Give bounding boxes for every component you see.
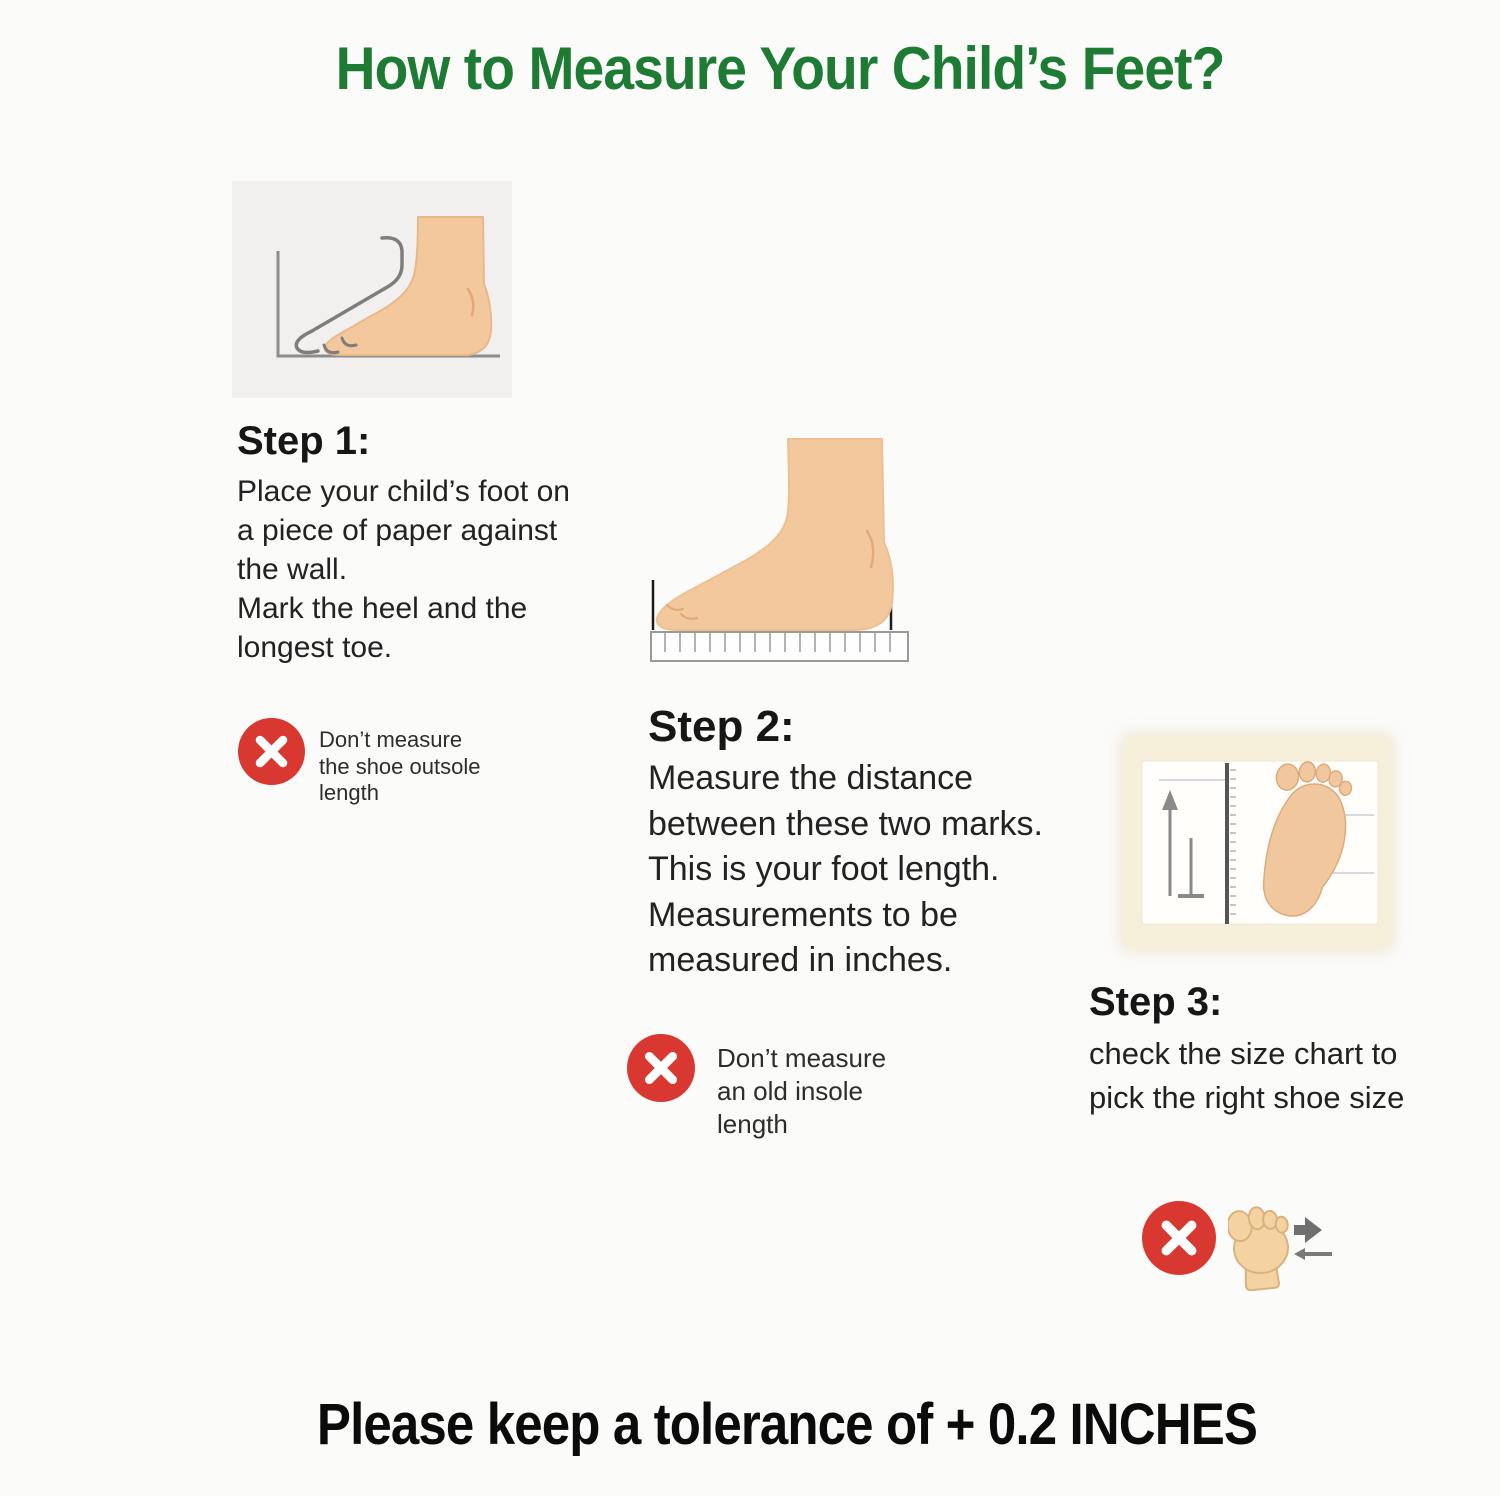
x-circle-icon	[627, 1034, 695, 1102]
ruler-ticks	[664, 633, 891, 652]
step-3-heading: Step 3:	[1089, 980, 1223, 1024]
x-circle-icon	[238, 718, 305, 785]
warning-line: an old insole	[717, 1076, 863, 1106]
warning-line: length	[319, 780, 379, 805]
warning-line: Don’t measure	[319, 727, 463, 752]
foot-against-wall-icon	[276, 216, 500, 358]
foot-against-wall-illustration	[232, 181, 512, 398]
page-title: How to Measure Your Child’s Feet?	[335, 35, 1226, 102]
warning-line: Don’t measure	[717, 1043, 887, 1073]
step-1-paragraph-2: Mark the heel and the longest toe.	[237, 592, 528, 664]
x-circle-icon	[1142, 1201, 1216, 1275]
step-2-paragraph: Measure the distance between these two m…	[648, 759, 1043, 979]
foot-on-ruler-icon	[650, 438, 909, 662]
ruler-ticks	[1230, 769, 1236, 915]
warning-line: length	[717, 1109, 788, 1139]
footprint-size-chart-illustration	[1123, 736, 1391, 949]
tilted-foot-icon	[1228, 1206, 1289, 1291]
step-3-paragraph: check the size chart to pick the right s…	[1089, 1036, 1405, 1115]
tolerance-note: Please keep a tolerance of + 0.2 INCHES	[316, 1392, 1258, 1457]
step-1-warning: Don’t measure the shoe outsole length	[319, 727, 509, 807]
step-2-heading: Step 2:	[648, 702, 795, 751]
footprint	[1262, 761, 1353, 917]
step-2-warning: Don’t measure an old insole length	[717, 1042, 927, 1141]
gap-arrows-icon	[1294, 1217, 1332, 1260]
step-1-paragraph-1: Place your child’s foot on a piece of pa…	[237, 475, 570, 586]
warning-line: the shoe outsole	[319, 753, 481, 779]
footprint-measuring-icon	[1141, 760, 1379, 925]
step-1-heading: Step 1:	[237, 419, 371, 463]
